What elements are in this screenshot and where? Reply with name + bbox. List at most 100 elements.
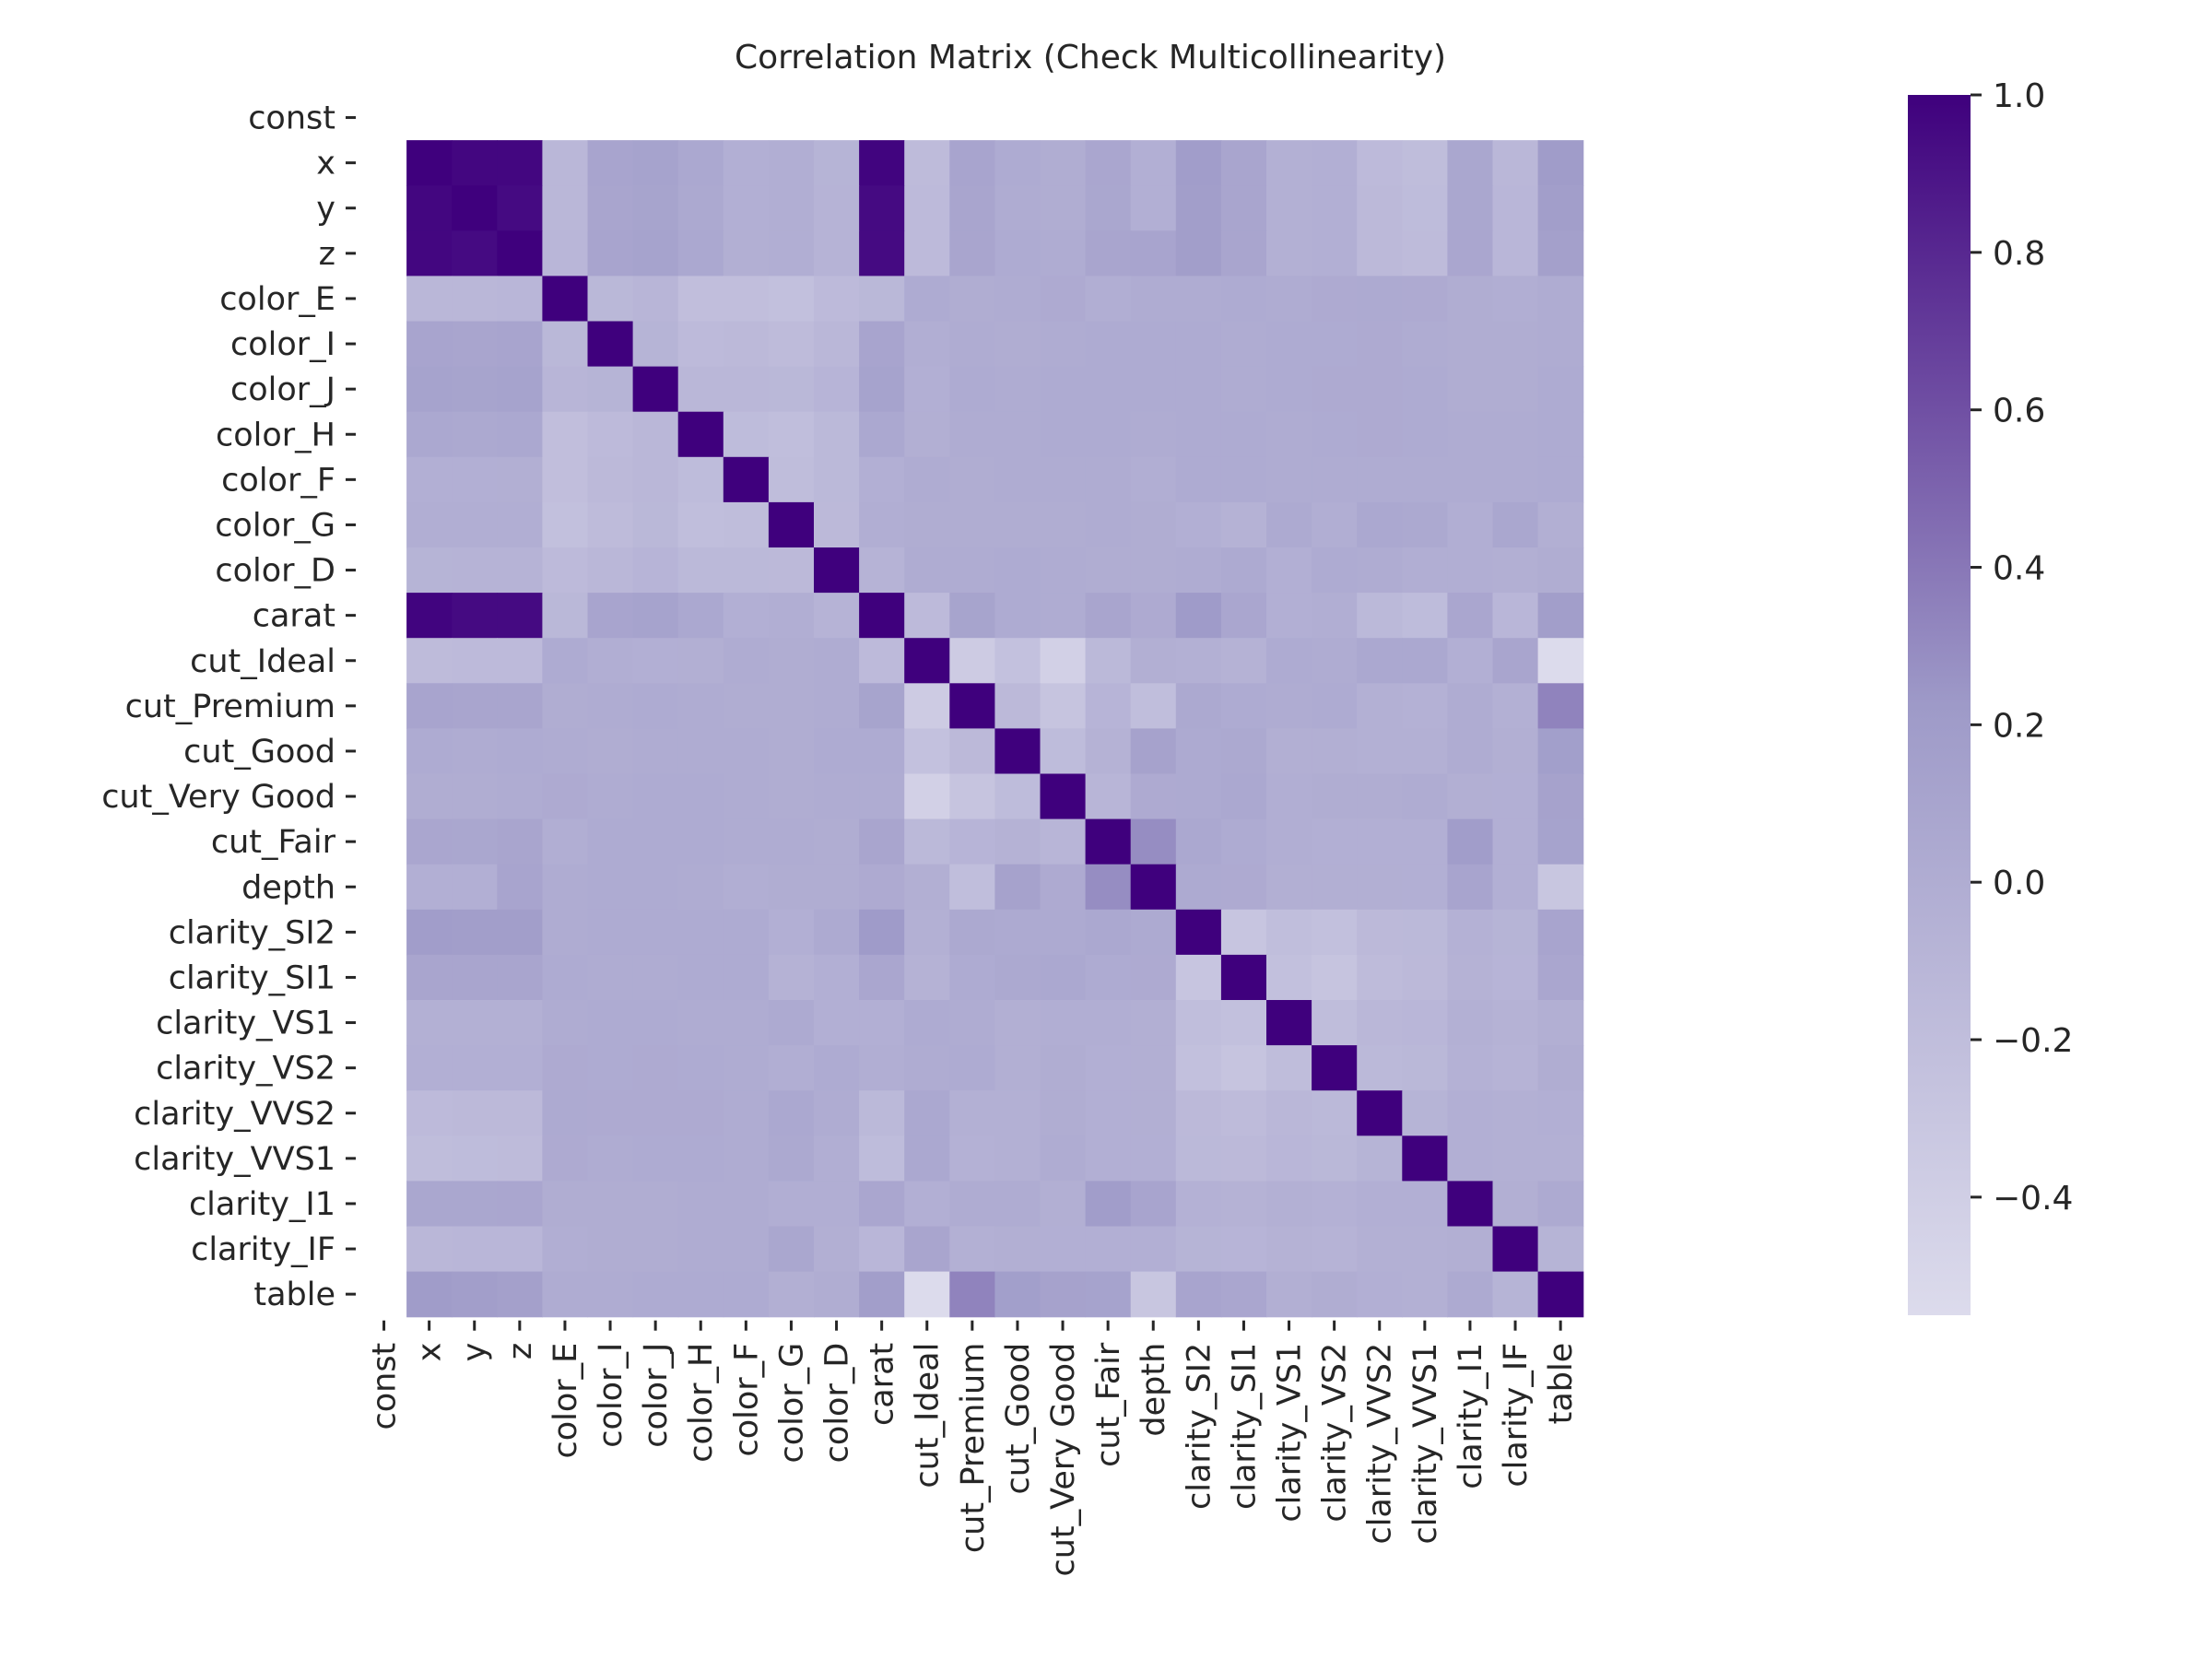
heatmap-cell xyxy=(768,1090,815,1136)
heatmap-cell xyxy=(1537,321,1584,368)
heatmap-cell xyxy=(814,1045,860,1091)
heatmap-cell xyxy=(814,547,860,594)
heatmap-cell xyxy=(1085,593,1132,639)
heatmap-cell xyxy=(632,1000,679,1046)
heatmap-cell xyxy=(994,1271,1041,1318)
heatmap-cell xyxy=(1357,909,1403,956)
heatmap-cell xyxy=(452,547,498,594)
heatmap-cell xyxy=(1040,276,1087,323)
heatmap-cell xyxy=(1312,1226,1358,1273)
heatmap-cell xyxy=(1266,683,1312,729)
heatmap-cell xyxy=(1312,1135,1358,1182)
heatmap-cell xyxy=(904,1000,950,1046)
heatmap-cell xyxy=(1537,1090,1584,1136)
heatmap-cell xyxy=(452,864,498,911)
heatmap-cell xyxy=(1175,411,1222,458)
heatmap-cell xyxy=(1402,185,1448,231)
heatmap-cell xyxy=(814,909,860,956)
x-tick-label: clarity_I1 xyxy=(1453,1343,1489,1489)
heatmap-cell xyxy=(1175,140,1222,186)
heatmap-cell xyxy=(587,864,634,911)
heatmap-cell xyxy=(1447,954,1494,1001)
heatmap-cell xyxy=(859,501,905,548)
heatmap-cell xyxy=(1447,501,1494,548)
heatmap-cell xyxy=(1040,638,1087,684)
heatmap-cell xyxy=(542,954,589,1001)
heatmap-cell xyxy=(677,547,724,594)
heatmap-cell xyxy=(1130,185,1177,231)
heatmap-cell xyxy=(497,954,543,1001)
heatmap-cell xyxy=(949,276,995,323)
heatmap-cell xyxy=(497,1045,543,1091)
heatmap-cell xyxy=(406,1090,453,1136)
heatmap-cell xyxy=(1312,593,1358,639)
heatmap-cell xyxy=(632,140,679,186)
heatmap-cell xyxy=(949,683,995,729)
heatmap-cell xyxy=(723,1090,770,1136)
colorbar-tick-label: 0.2 xyxy=(1993,707,2045,745)
heatmap-cell xyxy=(1537,456,1584,503)
heatmap-cell xyxy=(497,547,543,594)
heatmap-cell xyxy=(723,411,770,458)
heatmap-cell xyxy=(1175,773,1222,820)
y-tick-label: clarity_SI1 xyxy=(169,959,335,996)
heatmap-cell xyxy=(814,1135,860,1182)
heatmap-cell xyxy=(1085,230,1132,276)
x-tick-label: color_I xyxy=(593,1343,629,1448)
heatmap-cell xyxy=(1130,909,1177,956)
heatmap-cell xyxy=(1402,773,1448,820)
y-tick-label: y xyxy=(316,191,335,228)
heatmap-cell xyxy=(814,1271,860,1318)
heatmap-cell xyxy=(859,411,905,458)
heatmap-cell xyxy=(587,909,634,956)
heatmap-cell xyxy=(587,728,634,775)
heatmap-cell xyxy=(1130,638,1177,684)
heatmap-cell xyxy=(632,547,679,594)
heatmap-cell xyxy=(1220,1090,1267,1136)
heatmap-cell xyxy=(1402,547,1448,594)
heatmap-cell xyxy=(1537,1226,1584,1273)
heatmap-cell xyxy=(768,773,815,820)
heatmap-cell xyxy=(587,547,634,594)
heatmap-cell xyxy=(632,909,679,956)
heatmap-cell xyxy=(1130,1226,1177,1273)
heatmap-cell xyxy=(1402,728,1448,775)
heatmap-cell xyxy=(1175,1135,1222,1182)
heatmap-cell xyxy=(904,276,950,323)
heatmap-cell xyxy=(768,683,815,729)
heatmap-cell xyxy=(677,1271,724,1318)
x-tick-label: z xyxy=(502,1343,539,1359)
heatmap-cell xyxy=(1175,1271,1222,1318)
heatmap-cell xyxy=(814,864,860,911)
heatmap-cell xyxy=(1357,818,1403,865)
heatmap-cell xyxy=(1266,864,1312,911)
heatmap-cell xyxy=(859,1045,905,1091)
heatmap-cell xyxy=(1447,547,1494,594)
x-tick-label: clarity_VVS1 xyxy=(1407,1343,1444,1545)
heatmap-cell xyxy=(542,638,589,684)
heatmap-cell xyxy=(1266,818,1312,865)
heatmap-cell xyxy=(723,366,770,413)
heatmap-cell xyxy=(1085,456,1132,503)
heatmap-cell xyxy=(723,638,770,684)
heatmap-cell xyxy=(1312,1045,1358,1091)
heatmap-cell xyxy=(677,411,724,458)
heatmap-cell xyxy=(542,1226,589,1273)
heatmap-cell xyxy=(1220,1181,1267,1228)
heatmap-cell xyxy=(1130,773,1177,820)
heatmap-cell xyxy=(859,547,905,594)
heatmap-cell xyxy=(452,1226,498,1273)
heatmap-cell xyxy=(1492,276,1539,323)
heatmap-cell xyxy=(949,501,995,548)
y-tick-label: color_E xyxy=(219,281,335,318)
heatmap-cell xyxy=(723,593,770,639)
y-tick-labels: const xyz color_E color_I color_J color_Hcolo… xyxy=(101,100,356,1313)
heatmap-cell xyxy=(859,1090,905,1136)
heatmap-cell xyxy=(1085,411,1132,458)
heatmap-cell xyxy=(768,638,815,684)
heatmap-cell xyxy=(1492,1181,1539,1228)
heatmap-cell xyxy=(542,909,589,956)
heatmap-cell xyxy=(587,321,634,368)
x-tick-label: clarity_VS1 xyxy=(1272,1343,1309,1523)
heatmap-cell xyxy=(1085,140,1132,186)
